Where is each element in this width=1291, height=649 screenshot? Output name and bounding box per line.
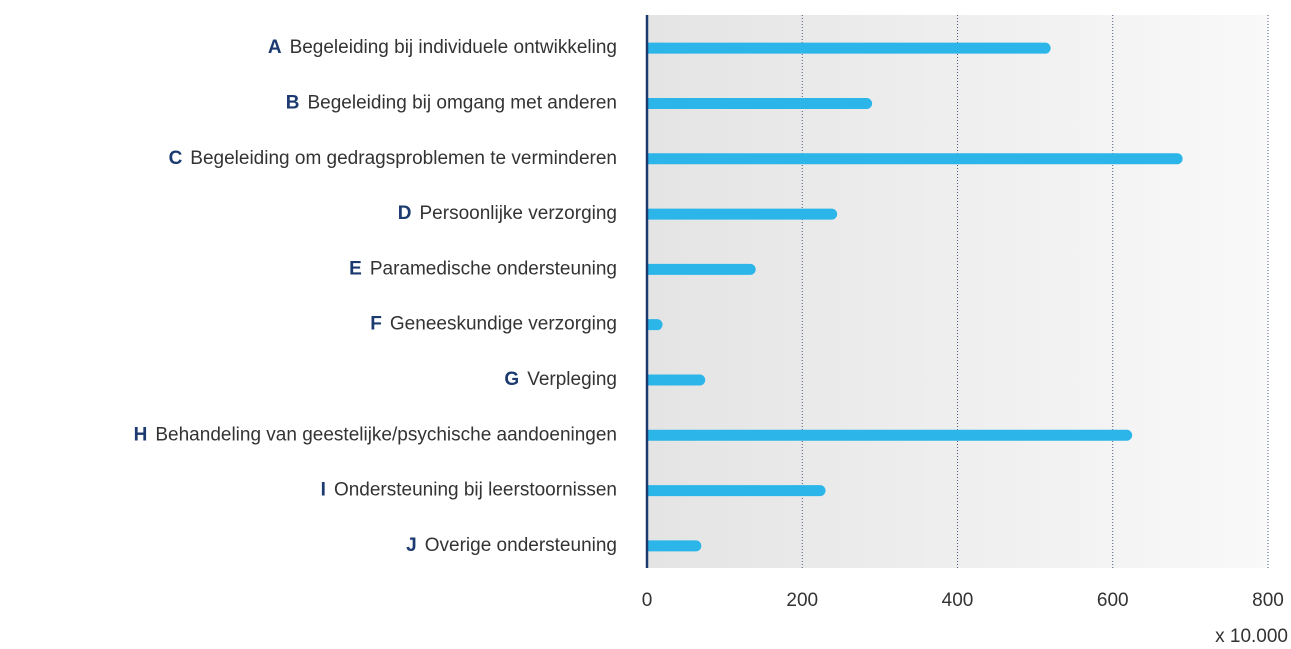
category-code: J [406,535,417,556]
category-name: Persoonlijke verzorging [420,203,618,224]
bar [646,319,663,331]
category-name: Behandeling van geestelijke/psychische a… [155,424,617,445]
category-label: C Begeleiding om gedragsproblemen te verm… [169,148,617,169]
category-code: A [268,37,282,58]
x-tick-label: 400 [942,590,974,611]
bar [646,97,873,109]
category-code: I [321,480,326,501]
bar [646,374,706,386]
bar [646,540,702,552]
x-tick-label: 0 [642,590,653,611]
bar [646,153,1183,165]
category-name: Paramedische ondersteuning [370,258,617,279]
bar [646,485,826,497]
category-code: D [398,203,412,224]
category-label: D Persoonlijke verzorging [398,203,617,224]
category-code: C [169,148,183,169]
category-label: H Behandeling van geestelijke/psychische … [134,424,617,445]
bar [646,263,756,275]
axis-unit-note: x 10.000 [1215,626,1288,647]
category-name: Overige ondersteuning [425,535,617,556]
category-name: Begeleiding bij individuele ontwikkeling [290,37,617,58]
category-label: F Geneeskundige verzorging [370,314,617,335]
category-code: H [134,424,148,445]
category-name: Begeleiding om gedragsproblemen te vermi… [190,148,617,169]
category-name: Ondersteuning bij leerstoornissen [334,480,617,501]
category-code: E [349,258,362,279]
bar [646,42,1051,54]
x-tick-label: 800 [1252,590,1284,611]
category-label: E Paramedische ondersteuning [349,258,617,279]
category-label: J Overige ondersteuning [406,535,617,556]
bar [646,208,838,220]
category-label: A Begeleiding bij individuele ontwikkelin… [268,37,617,58]
x-tick-label: 600 [1097,590,1129,611]
category-label: G Verpleging [504,369,617,390]
category-label: I Ondersteuning bij leerstoornissen [321,480,617,501]
category-name: Begeleiding bij omgang met anderen [308,92,618,113]
bar [646,429,1133,441]
category-code: F [370,314,382,335]
category-code: G [504,369,519,390]
category-name: Geneeskundige verzorging [390,314,617,335]
category-label: B Begeleiding bij omgang met anderen [286,92,617,113]
x-tick-label: 200 [786,590,818,611]
category-code: B [286,92,300,113]
category-name: Verpleging [527,369,617,390]
